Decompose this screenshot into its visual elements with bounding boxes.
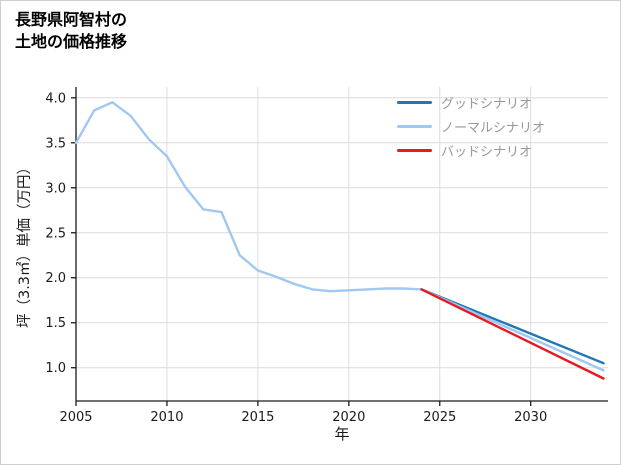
y-tick-label: 2.0 — [45, 271, 66, 286]
x-tick-label: 2025 — [423, 410, 456, 425]
x-tick-label: 2020 — [332, 410, 365, 425]
y-tick-label: 2.5 — [45, 226, 66, 241]
legend-swatch-normal — [397, 125, 432, 128]
chart-title-line2: 土地の価格推移 — [15, 32, 128, 52]
y-tick-label: 3.0 — [45, 181, 66, 196]
legend-item-normal-scenario[interactable]: ノーマルシナリオ — [397, 118, 546, 136]
x-tick-label: 2015 — [241, 410, 274, 425]
y-axis-title: 坪（3.3㎡）単価（万円） — [16, 160, 33, 328]
x-tick-label: 2030 — [514, 410, 547, 425]
legend-item-good-scenario[interactable]: グッドシナリオ — [397, 94, 545, 112]
x-axis-title: 年 — [334, 425, 349, 443]
legend-label-bad: バッドシナリオ — [441, 145, 533, 160]
x-tick-label: 2005 — [59, 410, 92, 425]
legend-label-good: グッドシナリオ — [441, 97, 533, 112]
legend-label-normal: ノーマルシナリオ — [441, 121, 546, 136]
chart-title-line1: 長野県阿智村の — [15, 10, 128, 29]
x-tick-label: 2010 — [150, 410, 183, 425]
legend-item-bad-scenario[interactable]: バッドシナリオ — [397, 142, 545, 160]
y-tick-label: 1.0 — [45, 361, 66, 376]
y-tick-label: 1.5 — [45, 316, 66, 331]
legend: グッドシナリオ ノーマルシナリオ バッドシナリオ — [397, 94, 546, 160]
series-line-bad — [420, 288, 605, 380]
y-tick-label: 4.0 — [45, 91, 66, 106]
series-line-history — [74, 101, 423, 293]
series-line-normal — [420, 288, 605, 372]
legend-swatch-bad — [397, 149, 432, 152]
legend-swatch-good — [397, 101, 432, 104]
chart-title: 長野県阿智村の 土地の価格推移 — [15, 9, 127, 54]
y-tick-label: 3.5 — [45, 136, 66, 151]
